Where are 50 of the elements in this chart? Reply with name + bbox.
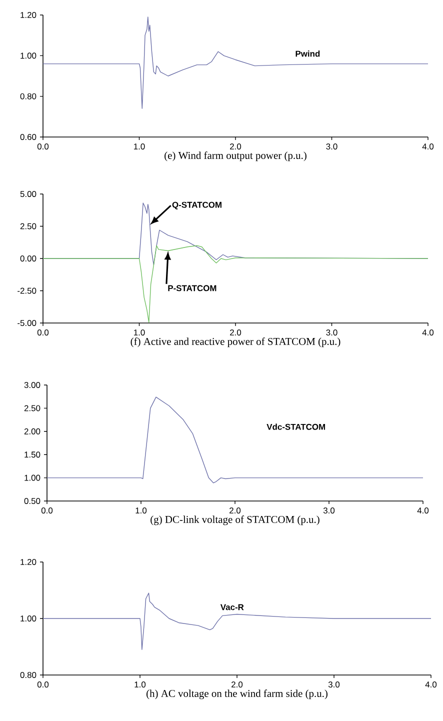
y-tick-label: 1.20: [20, 559, 36, 565]
x-tick-label: 2.0: [230, 144, 242, 150]
x-tick-label: 3.0: [326, 330, 338, 336]
x-tick-label: 1.0: [134, 330, 145, 336]
x-tick-label: 0.0: [37, 682, 49, 688]
text: (g) DC-link voltage of STATCOM (p.u.): [150, 516, 320, 526]
y-tick-label: 0.00: [20, 256, 36, 262]
x-tick-label: 2.0: [232, 682, 243, 688]
text: (h) AC voltage on the wind farm side (p.u.): [146, 690, 328, 700]
series-label: Pwind: [296, 50, 320, 57]
text: (f) Active and reactive power of STATCOM (p.u.): [130, 338, 340, 348]
x-tick-label: 0.0: [37, 330, 49, 336]
x-tick-label: 1.0: [134, 144, 145, 150]
x-tick-label: 4.0: [417, 508, 429, 514]
line-series: [42, 16, 428, 109]
x-tick-label: 1.0: [136, 508, 147, 514]
x-tick-label: 0.0: [37, 144, 49, 150]
y-tick-label: 0.50: [24, 498, 40, 504]
line-series: [46, 396, 424, 484]
line-series: [42, 592, 432, 650]
text: Q-STATCOM: [172, 202, 222, 210]
x-tick-label: 4.0: [425, 682, 437, 688]
series-label: Vac-R: [220, 604, 244, 610]
x-tick-label: 3.0: [323, 508, 335, 514]
text: (e) Wind farm output power (p.u.): [164, 152, 306, 162]
x-tick-label: 0.0: [41, 508, 53, 514]
y-tick-label: 1.00: [20, 616, 36, 622]
y-tick-label: 2.50: [24, 405, 40, 412]
y-tick-label: 0.80: [20, 672, 36, 678]
y-tick-label: 1.00: [24, 474, 40, 481]
y-tick-label: 0.80: [20, 93, 36, 100]
y-tick-label: -5.00: [18, 320, 36, 326]
y-tick-label: 2.00: [24, 428, 40, 434]
text: Vdc-STATCOM: [266, 424, 326, 430]
x-tick-label: 2.0: [230, 508, 241, 514]
y-tick-label: 0.60: [20, 134, 36, 140]
y-tick-label: 5.00: [20, 191, 36, 197]
x-tick-label: 4.0: [422, 330, 434, 336]
x-tick-label: 2.0: [230, 330, 242, 336]
y-tick-label: 1.50: [24, 452, 40, 458]
y-tick-label: 1.20: [20, 12, 36, 18]
y-tick-label: -2.50: [18, 288, 36, 294]
y-tick-label: 3.00: [24, 382, 40, 388]
y-tick-label: 2.50: [20, 223, 36, 230]
x-tick-label: 3.0: [326, 144, 338, 150]
x-tick-label: 4.0: [422, 144, 434, 150]
x-tick-label: 1.0: [134, 682, 146, 688]
text: P-STATCOM: [168, 285, 216, 292]
y-tick-label: 1.00: [20, 52, 36, 59]
x-tick-label: 3.0: [328, 682, 340, 688]
